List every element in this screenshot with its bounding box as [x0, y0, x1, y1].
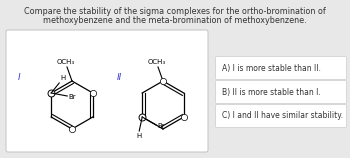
Text: B) II is more stable than I.: B) II is more stable than I.	[222, 88, 321, 97]
Text: H: H	[60, 75, 65, 81]
Text: Br: Br	[157, 123, 165, 129]
Text: C) I and II have similar stability.: C) I and II have similar stability.	[222, 112, 343, 121]
Text: I: I	[18, 73, 21, 82]
FancyBboxPatch shape	[216, 80, 346, 103]
Text: methoxybenzene and the meta-bromination of methoxybenzene.: methoxybenzene and the meta-bromination …	[43, 16, 307, 25]
FancyBboxPatch shape	[6, 30, 208, 152]
Text: H: H	[136, 133, 142, 139]
Text: A) I is more stable than II.: A) I is more stable than II.	[222, 64, 321, 73]
Text: Compare the stability of the sigma complexes for the ortho-bromination of: Compare the stability of the sigma compl…	[24, 7, 326, 16]
FancyBboxPatch shape	[216, 104, 346, 128]
Text: OCH₃: OCH₃	[148, 59, 166, 65]
FancyBboxPatch shape	[216, 57, 346, 79]
Text: II: II	[117, 73, 122, 82]
Text: Br: Br	[68, 94, 76, 100]
Text: OCH₃: OCH₃	[57, 59, 75, 65]
